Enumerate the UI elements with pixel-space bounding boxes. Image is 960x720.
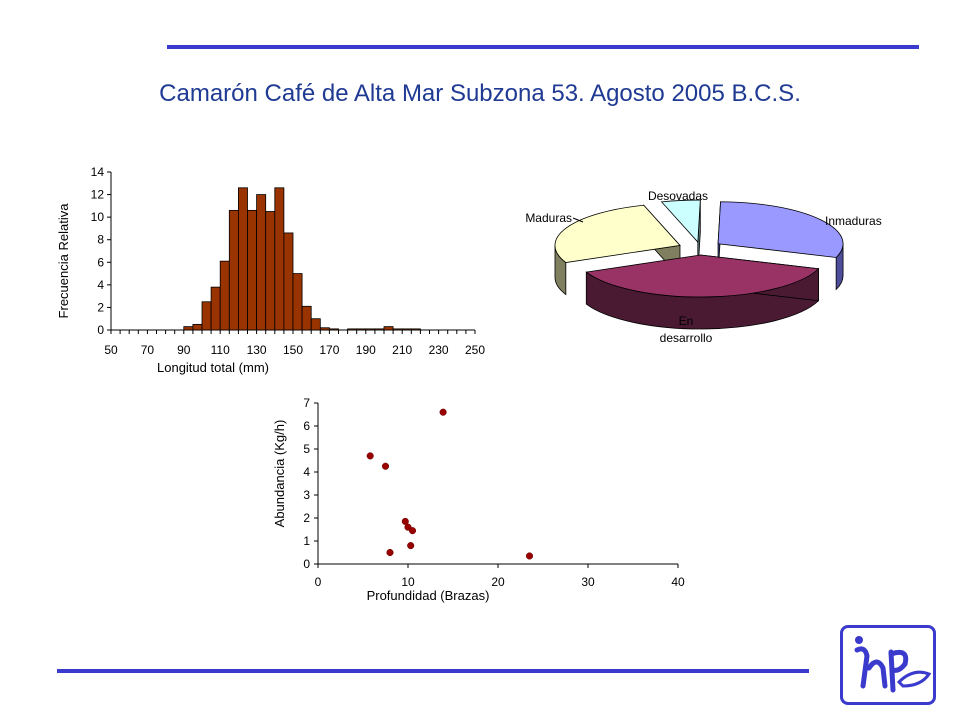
hist-bar xyxy=(256,194,267,331)
hist-x-tick-label: 230 xyxy=(429,343,449,357)
scatter-x-label: Profundidad (Brazas) xyxy=(367,588,490,603)
scatter-point xyxy=(366,452,374,460)
hist-y-tick-label: 0 xyxy=(97,323,104,337)
hist-y-tick-label: 14 xyxy=(91,165,105,179)
scatter-y-label: Abundancia (Kg/h) xyxy=(272,420,287,528)
scatter-y-tick-label: 0 xyxy=(303,557,310,571)
pie-slice-maduras xyxy=(554,204,681,263)
hist-x-tick-label: 170 xyxy=(319,343,339,357)
hist-y-tick-label: 2 xyxy=(97,300,104,314)
hist-bar xyxy=(301,305,312,331)
page-title: Camarón Café de Alta Mar Subzona 53. Ago… xyxy=(159,80,801,107)
hist-bar xyxy=(401,328,412,331)
hist-bar xyxy=(228,209,239,331)
hist-y-tick-label: 8 xyxy=(97,233,104,247)
hist-y-tick-label: 10 xyxy=(91,210,105,224)
hist-x-tick-label: 50 xyxy=(104,343,118,357)
scatter-x-tick-label: 0 xyxy=(315,575,322,589)
hist-x-tick-label: 110 xyxy=(211,343,230,357)
scatter-point xyxy=(407,542,415,550)
histogram-chart: 0 2 4 6 8 10 12 14 50 70 90 110 130 150 170 190 210 230 25… xyxy=(56,165,485,375)
hist-bar xyxy=(237,187,248,331)
hist-x-tick-label: 70 xyxy=(141,343,155,357)
hist-bar xyxy=(274,187,285,331)
hist-bar xyxy=(328,328,339,331)
hist-y-label: Frecuencia Relativa xyxy=(56,203,71,319)
inp-logo-icon xyxy=(840,625,936,705)
scatter-point xyxy=(386,548,394,557)
scatter-y-tick-label: 5 xyxy=(303,442,310,456)
hist-bar xyxy=(319,327,330,331)
hist-x-tick-label: 90 xyxy=(177,343,191,357)
top-divider xyxy=(167,45,919,49)
hist-bar xyxy=(201,301,212,331)
hist-bar xyxy=(374,328,385,331)
hist-bar xyxy=(247,209,258,331)
scatter-y-tick-label: 3 xyxy=(303,488,310,502)
scatter-y-tick-label: 6 xyxy=(303,419,310,433)
scatter-x-tick-label: 10 xyxy=(401,575,415,589)
scatter-y-tick-label: 4 xyxy=(303,465,310,479)
hist-bar xyxy=(410,328,421,331)
hist-bar xyxy=(383,326,394,331)
hist-bar xyxy=(183,326,194,331)
hist-bar xyxy=(210,286,221,331)
scatter-point xyxy=(525,552,534,560)
hist-bar xyxy=(265,211,276,331)
hist-y-tick-label: 4 xyxy=(97,278,104,292)
pie-chart: Inmaduras En desarrollo Maduras Desovadas xyxy=(525,189,882,345)
hist-bar xyxy=(392,328,403,331)
scatter-x-tick-label: 40 xyxy=(671,575,685,589)
pie-label-en-desarrollo-line1: En xyxy=(679,314,694,328)
hist-bar xyxy=(219,260,230,331)
hist-x-tick-label: 130 xyxy=(247,343,267,357)
scatter-point xyxy=(381,462,390,470)
pie-slice-inmaduras xyxy=(717,201,844,258)
scatter-y-tick-label: 1 xyxy=(303,534,310,548)
hist-x-tick-label: 250 xyxy=(465,343,485,357)
hist-bar xyxy=(365,328,376,331)
hist-x-label: Longitud total (mm) xyxy=(157,360,269,375)
scatter-x-tick-label: 30 xyxy=(581,575,595,589)
hist-bar xyxy=(292,273,303,331)
scatter-point xyxy=(408,527,417,535)
hist-bar xyxy=(347,328,358,331)
scatter-y-tick-label: 2 xyxy=(303,511,310,525)
pie-slice-en-desarrollo xyxy=(585,254,820,298)
scatter-y-tick-label: 7 xyxy=(303,396,310,410)
pie-label-desovadas: Desovadas xyxy=(648,189,708,203)
pie-label-maduras: Maduras xyxy=(525,211,572,225)
pie-label-inmaduras: Inmaduras xyxy=(825,214,882,228)
hist-x-tick-label: 190 xyxy=(356,343,376,357)
hist-bar xyxy=(283,232,294,331)
scatter-point xyxy=(439,408,447,416)
bottom-divider xyxy=(57,669,809,673)
pie-label-en-desarrollo-line2: desarrollo xyxy=(660,331,713,345)
scatter-point xyxy=(401,517,409,525)
scatter-chart: 0 1 2 3 4 5 6 7 0 10 20 30 40 Profundidad (Brazas) Abu… xyxy=(272,396,685,603)
hist-y-tick-label: 12 xyxy=(91,188,105,202)
hist-x-tick-label: 150 xyxy=(283,343,303,357)
pie-slice-desovadas xyxy=(660,199,701,244)
hist-bar xyxy=(192,323,203,331)
scatter-x-tick-label: 20 xyxy=(491,575,505,589)
hist-bar xyxy=(310,318,321,331)
pie-leader-maduras xyxy=(572,217,584,223)
hist-y-tick-label: 6 xyxy=(97,255,104,269)
hist-bar xyxy=(356,328,367,331)
hist-x-tick-label: 210 xyxy=(392,343,412,357)
